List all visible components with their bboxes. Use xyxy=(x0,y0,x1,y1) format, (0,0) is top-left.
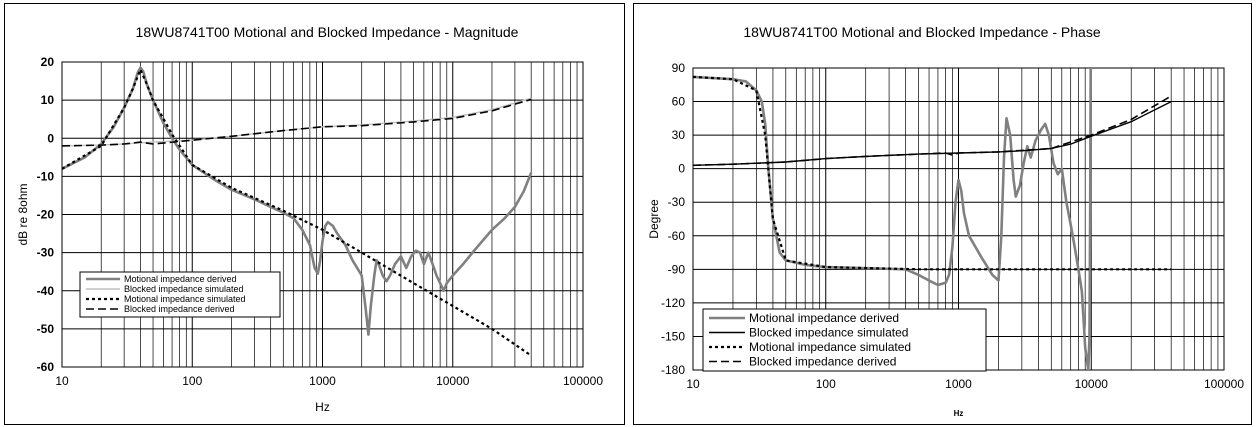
legend-label: Blocked impedance simulated xyxy=(124,284,244,294)
series-line-4 xyxy=(693,95,1172,167)
y-axis-label: dB re 8ohm xyxy=(16,183,30,245)
x-tick-label: 100000 xyxy=(563,374,603,388)
y-tick-label: -60 xyxy=(37,360,55,374)
legend-label: Blocked impedance derived xyxy=(749,355,896,369)
y-tick-label: -40 xyxy=(37,284,55,298)
legend-box xyxy=(702,308,987,372)
y-axis-label: Degree xyxy=(647,199,661,239)
x-tick-label: 10000 xyxy=(1075,377,1109,391)
y-tick-label: 90 xyxy=(672,61,686,75)
magnitude-chart: 18WU8741T00 Motional and Blocked Impedan… xyxy=(16,24,603,414)
y-tick-label: 0 xyxy=(47,131,54,145)
y-tick-label: -10 xyxy=(37,169,55,183)
y-tick-label: -150 xyxy=(661,329,685,343)
x-tick-label: 10 xyxy=(55,374,69,388)
series-group xyxy=(62,66,533,357)
y-tick-label: 20 xyxy=(41,55,55,69)
legend-label: Motional impedance derived xyxy=(124,274,237,284)
chart-title: 18WU8741T00 Motional and Blocked Impedan… xyxy=(136,24,519,40)
phase-chart-panel: 18WU8741T00 Motional and Blocked Impedan… xyxy=(633,3,1252,425)
legend-label: Blocked impedance derived xyxy=(124,304,235,314)
legend-label: Motional impedance derived xyxy=(749,311,899,325)
x-axis-label: Hz xyxy=(315,400,330,414)
phase-chart: 18WU8741T00 Motional and Blocked Impedan… xyxy=(647,24,1244,418)
y-tick-label: -50 xyxy=(37,322,55,336)
legend-label: Blocked impedance simulated xyxy=(749,326,908,340)
series-line-3 xyxy=(693,75,1172,271)
y-tick-label: -120 xyxy=(661,296,685,310)
chart-title: 18WU8741T00 Motional and Blocked Impedan… xyxy=(743,24,1100,40)
legend-label: Motional impedance simulated xyxy=(124,294,246,304)
x-tick-label: 100 xyxy=(182,374,202,388)
x-tick-label: 100000 xyxy=(1204,377,1244,391)
series-group xyxy=(693,68,1172,370)
y-tick-label: -90 xyxy=(668,262,686,276)
y-tick-label: 60 xyxy=(672,95,686,109)
series-line-4 xyxy=(62,98,532,147)
y-tick-label: -180 xyxy=(661,363,685,377)
x-tick-label: 10 xyxy=(686,377,700,391)
plot-border xyxy=(61,61,584,368)
legend-label: Motional impedance simulated xyxy=(749,340,911,354)
x-tick-label: 1000 xyxy=(945,377,972,391)
y-tick-label: 30 xyxy=(672,128,686,142)
magnitude-chart-panel: 18WU8741T00 Motional and Blocked Impedan… xyxy=(4,3,625,425)
y-tick-label: -20 xyxy=(37,208,55,222)
y-tick-label: 10 xyxy=(41,93,55,107)
series-line-3 xyxy=(62,68,532,357)
y-tick-label: 0 xyxy=(678,162,685,176)
x-tick-label: 1000 xyxy=(309,374,336,388)
x-axis-label: Hz xyxy=(954,409,964,418)
y-tick-label: -30 xyxy=(37,246,55,260)
y-tick-label: -30 xyxy=(668,195,686,209)
y-tick-label: -60 xyxy=(668,229,686,243)
x-tick-label: 100 xyxy=(816,377,836,391)
x-tick-label: 10000 xyxy=(436,374,470,388)
